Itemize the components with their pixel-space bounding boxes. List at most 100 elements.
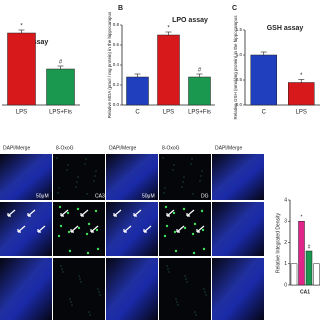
speckle [89, 314, 91, 316]
x-tick-label: LPS [296, 110, 307, 116]
arrow [80, 209, 89, 217]
y-tick-label: 0.0 [113, 102, 120, 107]
speckle [182, 181, 184, 183]
speckle [68, 249, 72, 253]
speckle [193, 222, 197, 226]
column-header: DAPI/Merge [215, 145, 242, 151]
significance-mark: # [198, 68, 202, 74]
x-axis-label: CA1 [300, 289, 310, 295]
speckle [205, 294, 207, 296]
arrow [17, 225, 26, 233]
speckle [76, 207, 80, 211]
significance-mark: * [167, 26, 170, 32]
speckle [202, 247, 206, 251]
micrograph [212, 202, 264, 256]
micrograph [0, 154, 52, 200]
arrow [27, 209, 36, 217]
micrograph [212, 258, 264, 320]
bar [298, 221, 305, 286]
speckle [97, 288, 99, 290]
speckle [58, 205, 62, 209]
speckle [77, 226, 81, 230]
panel-title: LPO assay [172, 17, 208, 24]
speckle [185, 278, 187, 280]
y-tick-label: 0.8 [113, 22, 120, 27]
micrograph [106, 154, 158, 200]
speckle [62, 271, 64, 273]
bar [288, 82, 315, 106]
panel-title: GSH assay [267, 25, 304, 32]
speckle [70, 301, 72, 303]
significance-mark: # [59, 60, 63, 66]
speckle [172, 211, 176, 215]
x-tick-label: C [262, 110, 267, 116]
speckle [191, 232, 195, 236]
speckle [183, 226, 187, 230]
x-tick-label: LPS [16, 110, 27, 116]
speckle [93, 180, 95, 182]
speckle [200, 209, 204, 213]
speckle [58, 187, 60, 189]
speckle [85, 232, 89, 236]
y-tick-label: 1.5 [236, 27, 243, 32]
y-tick-label: 0.0 [236, 102, 243, 107]
speckle [203, 288, 205, 290]
speckle [204, 291, 206, 293]
speckle [177, 304, 179, 306]
speckle [190, 163, 192, 165]
significance-mark: # [308, 244, 311, 250]
speckle [66, 169, 68, 171]
speckle [167, 268, 169, 270]
micrograph [0, 258, 52, 320]
column-header: DAPI/Merge [3, 145, 30, 151]
bar [250, 54, 277, 106]
speckle [99, 294, 101, 296]
speckle [60, 265, 62, 267]
micrograph [106, 258, 158, 320]
speckle [59, 224, 63, 228]
arrow [133, 209, 142, 217]
speckle [174, 249, 178, 253]
micrograph [53, 154, 105, 200]
arrow [70, 225, 79, 233]
speckle [163, 192, 165, 194]
speckle [186, 281, 188, 283]
micrograph [159, 258, 211, 320]
micrograph [0, 202, 52, 256]
bar [290, 263, 298, 286]
speckle [78, 275, 80, 277]
speckle [61, 268, 63, 270]
speckle [85, 158, 87, 160]
bar [313, 263, 320, 286]
speckle [184, 275, 186, 277]
y-tick-label: 1 [284, 261, 287, 267]
y-tick-label: 3 [284, 219, 287, 225]
x-tick-label: LPS [163, 110, 174, 116]
speckle [192, 193, 194, 195]
arrow [176, 225, 185, 233]
speckle [57, 192, 59, 194]
speckle [94, 209, 98, 213]
speckle [166, 265, 168, 267]
arrow [196, 225, 205, 233]
speckle [67, 230, 71, 234]
bar [157, 34, 180, 106]
region-label: CA3 [95, 193, 105, 199]
speckle [164, 205, 168, 209]
speckle [164, 187, 166, 189]
speckle [176, 301, 178, 303]
speckle [175, 298, 177, 300]
speckle [201, 170, 203, 172]
speckle [98, 291, 100, 293]
micrograph [212, 154, 264, 200]
arrow [113, 209, 122, 217]
speckle [96, 247, 100, 251]
speckle [66, 211, 70, 215]
y-axis-label: Relative Integrated Density [275, 212, 281, 273]
arrow [166, 209, 175, 217]
speckle [173, 164, 175, 166]
x-tick-label: LPS+Fis [188, 110, 211, 116]
speckle [165, 224, 169, 228]
significance-mark: * [300, 73, 303, 79]
